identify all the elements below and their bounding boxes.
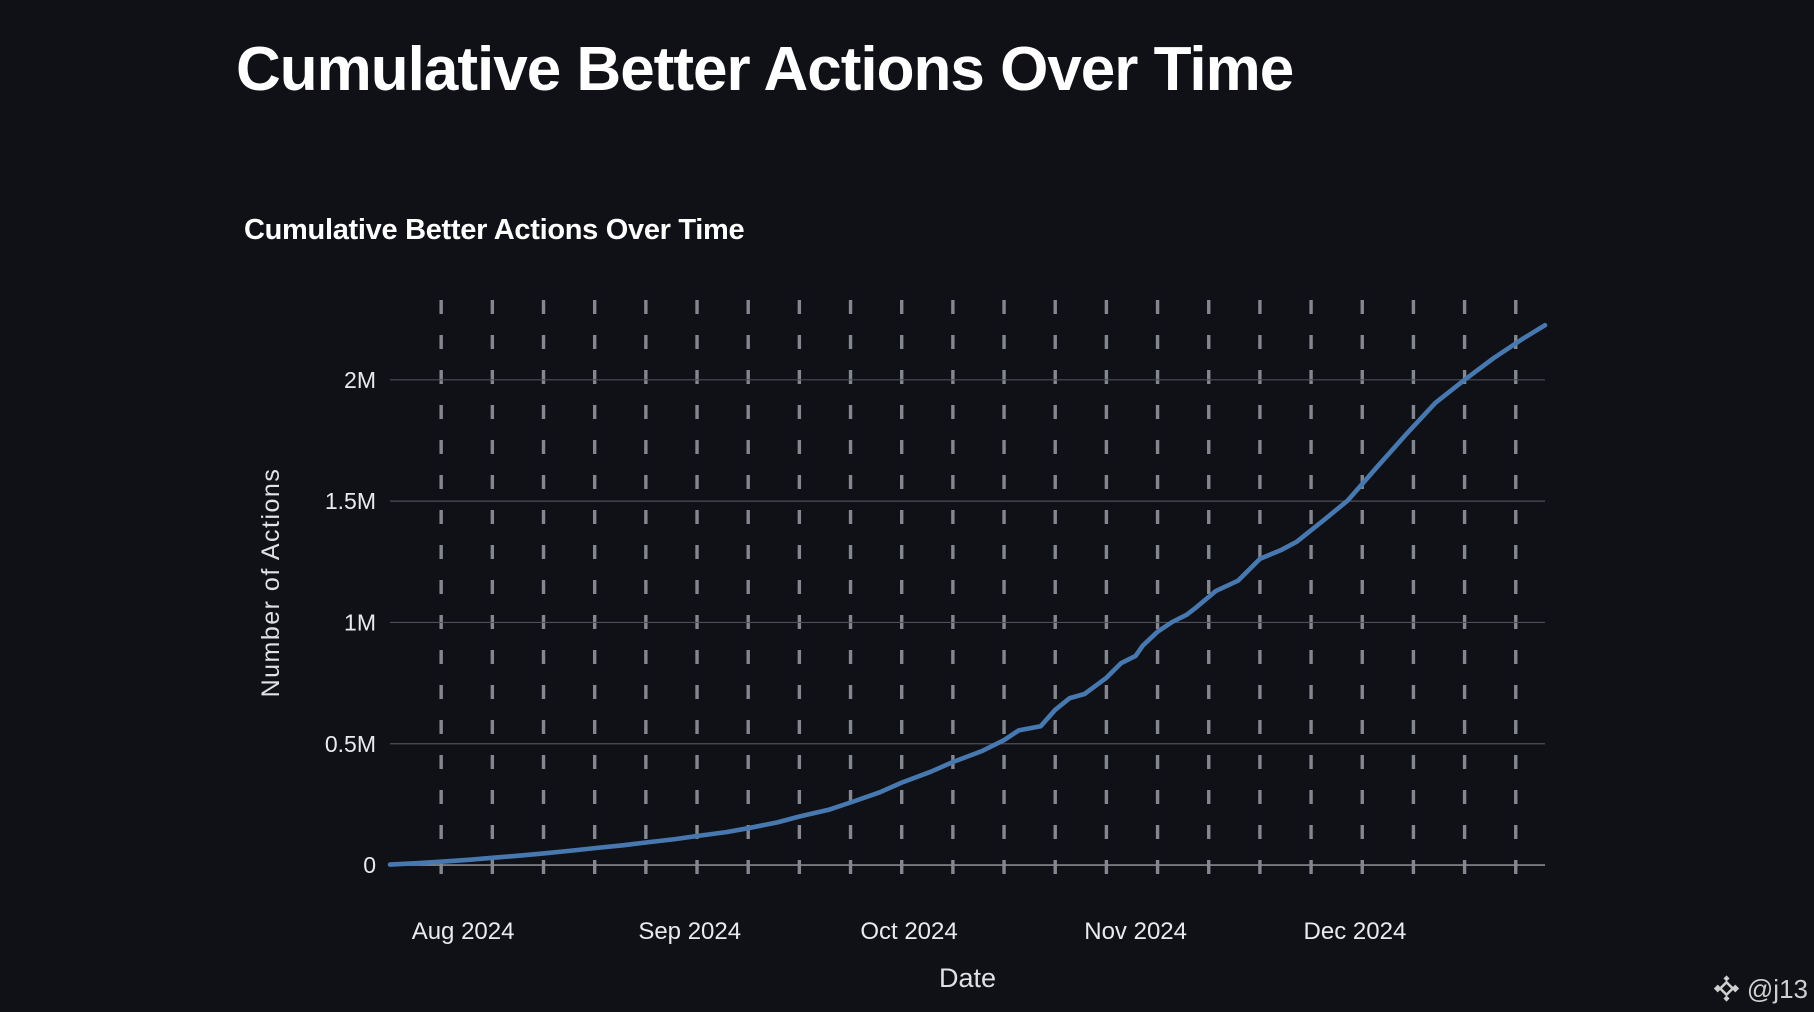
x-tick-label: Dec 2024 — [1304, 918, 1407, 945]
y-tick-label: 1.5M — [325, 488, 376, 514]
watermark-handle: @j13 — [1746, 973, 1808, 1004]
x-tick-label: Oct 2024 — [860, 918, 957, 945]
series-line — [387, 322, 1548, 867]
x-tick-label: Sep 2024 — [638, 918, 741, 945]
y-tick-label: 0.5M — [325, 731, 376, 757]
x-axis-title: Date — [939, 963, 996, 993]
y-tick-label: 2M — [344, 367, 376, 393]
watermark: @j13 — [1713, 975, 1808, 1002]
binance-diamond-icon — [1713, 975, 1740, 1002]
y-axis-title: Number of Actions — [257, 468, 285, 698]
page-title: Cumulative Better Actions Over Time — [236, 35, 1294, 104]
chart-title: Cumulative Better Actions Over Time — [244, 214, 745, 246]
y-tick-label: 1M — [344, 609, 376, 635]
x-tick-label: Aug 2024 — [412, 918, 515, 945]
x-tick-label: Nov 2024 — [1084, 918, 1187, 945]
y-tick-label: 0 — [363, 852, 376, 878]
